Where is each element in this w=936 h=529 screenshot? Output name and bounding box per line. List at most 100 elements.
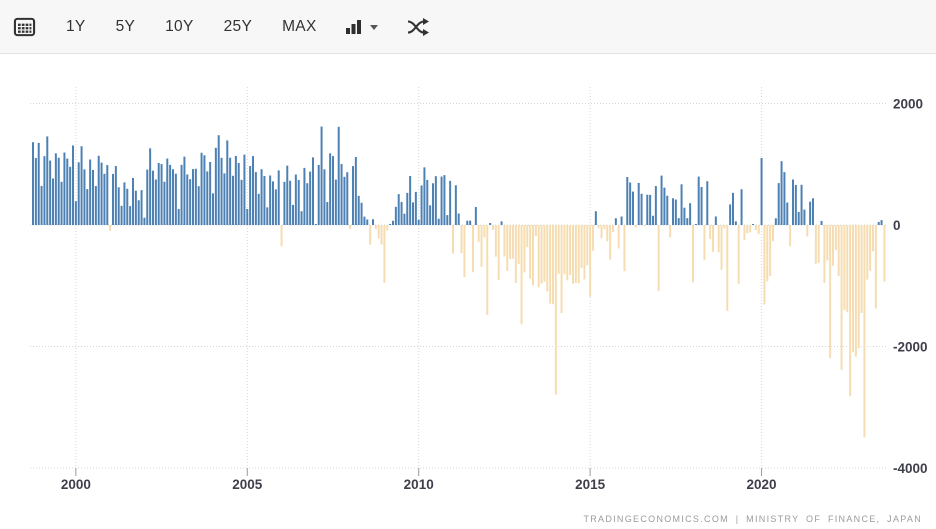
bar (194, 168, 197, 225)
bar (246, 209, 249, 225)
bar (651, 215, 654, 225)
bar (423, 167, 426, 225)
bar (206, 171, 209, 225)
bar (357, 195, 360, 225)
bar (269, 175, 272, 225)
chart-canvas[interactable]: 2000 0 -2000 -4000 2000 2005 2010 2015 2020 (0, 54, 936, 529)
bar (169, 164, 172, 225)
bar (777, 183, 780, 225)
bar (414, 191, 417, 225)
bar (109, 225, 112, 231)
bar (683, 207, 686, 225)
bar (600, 225, 603, 239)
bar (231, 175, 234, 225)
bar (143, 217, 146, 225)
bar (569, 225, 572, 276)
bar (126, 188, 129, 225)
bar (809, 201, 812, 225)
bar (89, 159, 92, 225)
bar (566, 225, 569, 281)
bar (546, 225, 549, 292)
bar (734, 221, 737, 225)
bar (60, 181, 63, 225)
bar (823, 225, 826, 284)
bar (111, 173, 114, 225)
x-axis-label: 2020 (747, 477, 777, 492)
bar (366, 219, 369, 225)
bar (629, 182, 632, 225)
bar (523, 225, 526, 273)
range-button-max[interactable]: MAX (278, 16, 321, 38)
bar (320, 126, 323, 225)
bar (420, 185, 423, 225)
x-axis-label: 2015 (575, 477, 606, 492)
chart-plot-area[interactable]: 2000 0 -2000 -4000 2000 2005 2010 2015 2020 TRAD… (0, 54, 936, 529)
bar (134, 190, 137, 225)
chart-type-button[interactable] (341, 16, 382, 37)
bar (340, 163, 343, 225)
bar (617, 225, 620, 249)
compare-button[interactable] (402, 15, 434, 39)
bar (437, 218, 440, 225)
range-button-10y[interactable]: 10Y (161, 16, 197, 38)
caret-down-icon (369, 25, 378, 30)
bar (663, 187, 666, 225)
bar (711, 225, 714, 253)
bar (757, 225, 760, 235)
bar (551, 225, 554, 305)
bar (500, 221, 503, 225)
bar (309, 171, 312, 225)
bar (603, 225, 606, 230)
bar (529, 225, 532, 279)
bar (694, 224, 697, 225)
bar (57, 157, 60, 225)
bar (634, 225, 637, 228)
calendar-button[interactable] (9, 14, 40, 40)
range-button-1y[interactable]: 1Y (62, 16, 90, 38)
bar (660, 175, 663, 225)
bar (91, 169, 94, 225)
bar (869, 225, 872, 271)
bar (326, 202, 329, 225)
bar (171, 169, 174, 225)
bar (623, 225, 626, 272)
bar (174, 173, 177, 225)
range-button-5y[interactable]: 5Y (112, 16, 140, 38)
bar (503, 225, 506, 257)
bar (871, 225, 874, 252)
bar (654, 186, 657, 225)
range-button-25y[interactable]: 25Y (220, 16, 256, 38)
x-axis-label: 2005 (232, 477, 263, 492)
bar (837, 225, 840, 276)
bar (717, 225, 720, 253)
bar (46, 136, 49, 225)
bar (877, 221, 880, 225)
bar (611, 225, 614, 232)
bar (580, 225, 583, 269)
bar (794, 184, 797, 225)
bar (394, 206, 397, 225)
bar (426, 179, 429, 225)
bar (334, 179, 337, 225)
bar (377, 225, 380, 239)
bar (537, 225, 540, 288)
bar (463, 225, 466, 278)
bar (774, 218, 777, 225)
bar (240, 179, 243, 225)
bar (66, 158, 69, 225)
bar (731, 192, 734, 225)
bar (140, 190, 143, 225)
toolbar: 1Y 5Y 10Y 25Y MAX (0, 0, 936, 54)
bar (263, 176, 266, 225)
bar (749, 225, 752, 233)
bar (540, 225, 543, 284)
bar (254, 172, 257, 225)
bar (380, 225, 383, 245)
bar (626, 177, 629, 225)
bar (114, 166, 117, 225)
bar (291, 204, 294, 225)
bar (234, 155, 237, 225)
bar (751, 223, 754, 225)
bar (209, 162, 212, 225)
bar (769, 225, 772, 277)
